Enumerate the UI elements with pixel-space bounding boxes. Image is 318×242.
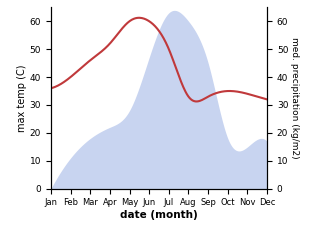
Y-axis label: med. precipitation (kg/m2): med. precipitation (kg/m2) [290,37,300,159]
Y-axis label: max temp (C): max temp (C) [17,64,27,132]
X-axis label: date (month): date (month) [120,210,198,220]
